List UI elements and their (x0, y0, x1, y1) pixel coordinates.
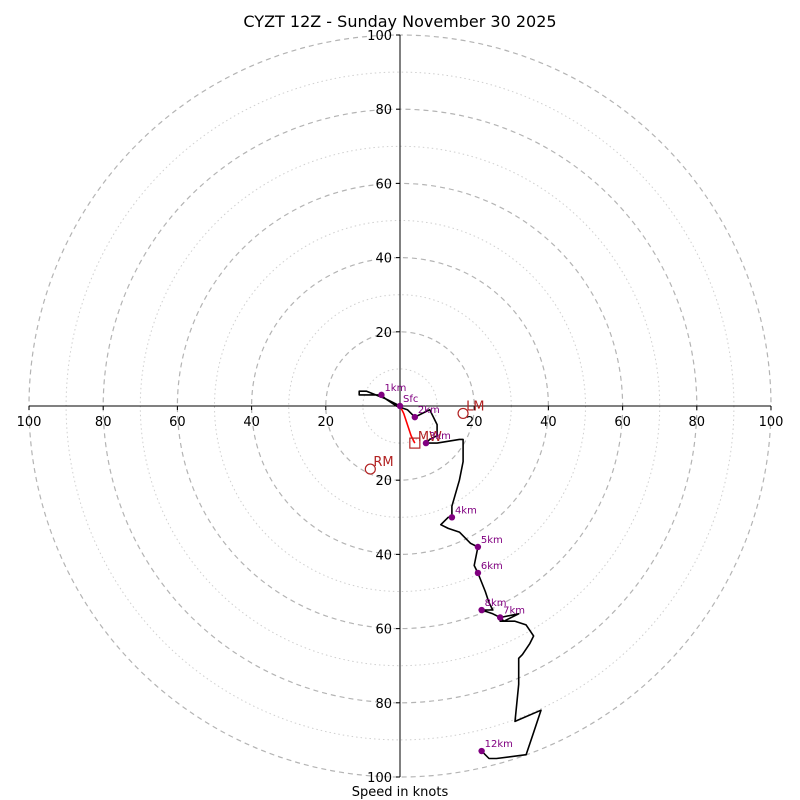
tick-labels: 100 80 60 40 20 20 40 60 80 100 100 80 60 40 20 20 40 60 8… (17, 29, 784, 786)
height-marker (478, 747, 485, 755)
x-tick-label: 40 (243, 415, 260, 430)
left-mover-label: LM (466, 399, 484, 414)
height-marker-label: 12km (485, 739, 513, 750)
x-tick-label: 60 (614, 415, 631, 430)
y-tick-label: 60 (375, 623, 392, 638)
x-tick-label: 80 (689, 415, 706, 430)
height-marker (422, 439, 430, 447)
y-tick-label: 80 (375, 103, 392, 118)
x-tick-label: 20 (318, 415, 335, 430)
height-marker-label: 8km (485, 598, 507, 609)
chart-title: CYZT 12Z - Sunday November 30 2025 (243, 12, 556, 31)
height-marker (396, 402, 404, 410)
height-marker (411, 413, 419, 421)
x-axis-label: Speed in knots (352, 785, 449, 800)
x-tick-label: 100 (17, 415, 42, 430)
x-tick-label: 100 (759, 415, 784, 430)
x-tick-label: 40 (540, 415, 557, 430)
y-tick-label: 100 (367, 29, 392, 44)
right-mover-marker (364, 463, 376, 475)
height-marker-label: 4km (455, 505, 477, 516)
y-tick-label: 40 (375, 252, 392, 267)
height-marker (496, 614, 504, 621)
x-tick-label: 80 (95, 415, 112, 430)
y-tick-label: 80 (375, 697, 392, 712)
height-marker-label: 3km (429, 431, 451, 442)
mean-wind-marker (409, 437, 421, 449)
right-mover-label: RM (373, 455, 393, 470)
height-marker-label: 1km (384, 383, 406, 394)
height-marker-label: Sfc (403, 394, 418, 405)
height-marker-label: 5km (481, 535, 503, 546)
height-marker-label: 7km (503, 605, 525, 616)
height-marker (474, 569, 482, 577)
left-mover-marker (457, 407, 469, 420)
y-tick-label: 20 (375, 474, 392, 489)
height-marker (448, 514, 456, 521)
x-tick-label: 60 (169, 415, 186, 430)
y-tick-label: 100 (367, 771, 392, 786)
height-marker (478, 606, 485, 614)
height-marker-label: 2km (418, 405, 440, 416)
y-tick-label: 20 (375, 326, 392, 341)
height-marker (378, 391, 385, 399)
x-tick-label: 20 (466, 415, 483, 430)
y-tick-label: 40 (375, 548, 392, 563)
height-marker (474, 543, 482, 551)
storm-motion-vector (399, 405, 416, 444)
y-tick-label: 60 (375, 177, 392, 192)
height-marker-label: 6km (481, 561, 503, 572)
